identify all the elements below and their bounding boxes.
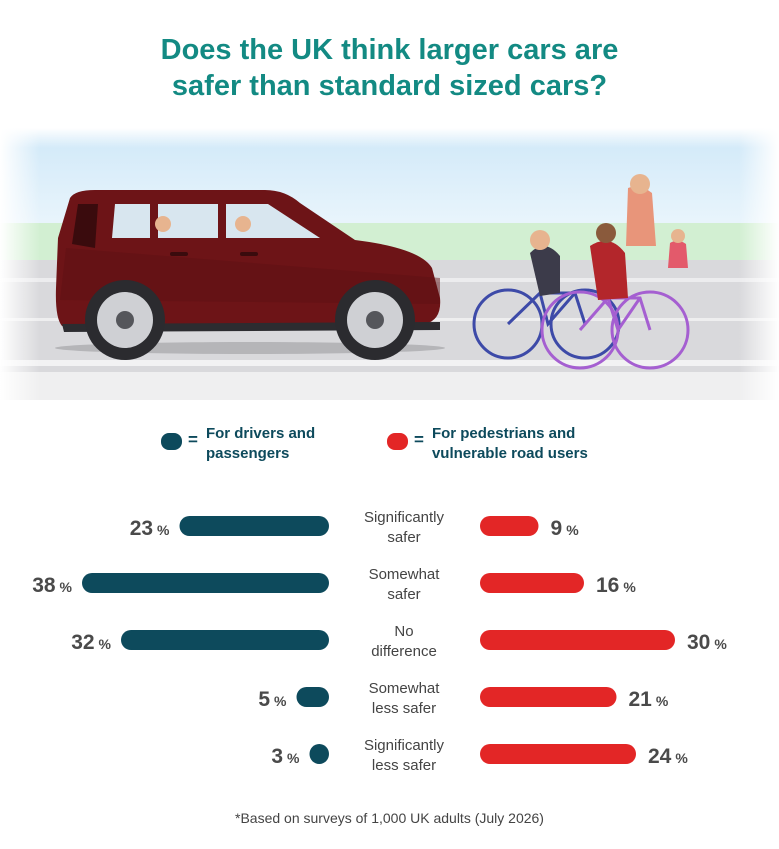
road-scene-illustration xyxy=(0,128,779,400)
legend-pedestrians-swatch xyxy=(387,433,408,450)
value-label-drivers-3: 5% xyxy=(258,688,287,711)
value-label-pedestrians-1: 16% xyxy=(596,574,636,597)
diverging-bar-chart: 23% 9 % Significantly safer 38% 16 % Somewhat saf… xyxy=(32,509,727,774)
page-title: Does the UK think larger cars are safer … xyxy=(0,32,779,104)
legend-drivers-swatch xyxy=(161,433,182,450)
footnote: *Based on surveys of 1,000 UK adults (Ju… xyxy=(235,810,544,826)
value-label-drivers-2: 32% xyxy=(71,631,111,654)
title-line-2: safer than standard sized cars? xyxy=(171,70,608,102)
category-label-2: No difference xyxy=(371,623,437,660)
legend-drivers-label: For drivers and passengers xyxy=(206,424,315,464)
bar-pedestrians-4 xyxy=(480,744,636,764)
value-label-drivers-4: 3% xyxy=(271,745,300,768)
category-label-3: Somewhat less safer xyxy=(369,680,441,717)
legend-pedestrians-line1: For pedestrians and xyxy=(431,425,576,442)
title-line-1: Does the UK think larger cars are xyxy=(160,34,619,66)
legend-pedestrians-line2: vulnerable road users xyxy=(431,445,588,462)
bar-pedestrians-3 xyxy=(480,687,617,707)
bar-pedestrians-1 xyxy=(480,573,584,593)
legend-equals: = xyxy=(188,430,198,449)
value-label-pedestrians-3: 21% xyxy=(629,688,669,711)
value-label-drivers-1: 38% xyxy=(32,574,72,597)
car xyxy=(55,190,445,360)
value-label-drivers-0: 23% xyxy=(130,517,170,540)
legend-equals: = xyxy=(414,430,424,449)
legend-drivers-line2: passengers xyxy=(205,445,290,462)
legend-pedestrians: = For pedestrians and vulnerable road us… xyxy=(387,424,588,464)
bar-pedestrians-0 xyxy=(480,516,539,536)
value-label-pedestrians-0: 9% xyxy=(551,517,580,540)
bar-drivers-0 xyxy=(179,516,329,536)
category-label-4: Significantly less safer xyxy=(364,737,445,774)
value-label-pedestrians-4: 24% xyxy=(648,745,688,768)
legend-pedestrians-label: For pedestrians and vulnerable road user… xyxy=(432,424,588,464)
bar-drivers-2 xyxy=(121,630,329,650)
cyclists xyxy=(472,174,690,370)
category-label-1: Somewhat safer xyxy=(369,566,441,603)
bar-drivers-4 xyxy=(309,744,329,764)
legend-drivers-line1: For drivers and xyxy=(205,425,316,442)
bar-drivers-3 xyxy=(296,687,329,707)
category-label-0: Significantly safer xyxy=(364,509,445,546)
value-label-pedestrians-2: 30% xyxy=(687,631,727,654)
bar-pedestrians-2 xyxy=(480,630,675,650)
bar-drivers-1 xyxy=(82,573,329,593)
legend-drivers: = For drivers and passengers xyxy=(161,424,315,464)
